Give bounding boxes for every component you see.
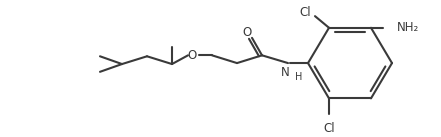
Text: O: O <box>187 49 197 62</box>
Text: Cl: Cl <box>299 6 311 19</box>
Text: Cl: Cl <box>323 122 335 135</box>
Text: O: O <box>243 25 252 38</box>
Text: H: H <box>295 72 303 82</box>
Text: NH₂: NH₂ <box>397 21 419 34</box>
Text: N: N <box>281 66 290 79</box>
